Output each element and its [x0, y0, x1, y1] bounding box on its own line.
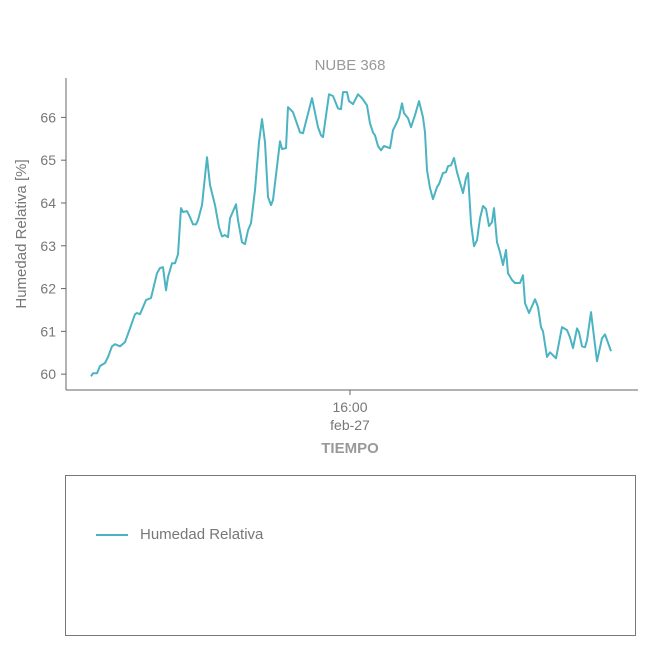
legend-label: Humedad Relativa	[140, 526, 264, 543]
x-tick-label: 16:00	[332, 399, 367, 415]
y-tick-label: 62	[40, 281, 56, 297]
y-tick-label: 64	[40, 195, 56, 211]
series-line-humedad-relativa	[90, 91, 612, 377]
y-tick-label: 60	[40, 366, 56, 382]
y-tick-label: 61	[40, 323, 56, 339]
legend-item-humedad-relativa[interactable]: Humedad Relativa	[96, 526, 263, 543]
x-tick-sublabel: feb-27	[330, 417, 370, 433]
x-axis-label: TIEMPO	[321, 440, 379, 457]
chart-title: NUBE 368	[315, 57, 386, 74]
y-tick-label: 66	[40, 109, 56, 125]
y-tick-label: 63	[40, 238, 56, 254]
legend: Humedad Relativa	[65, 475, 636, 636]
y-tick-label: 65	[40, 152, 56, 168]
y-axis-label: Humedad Relativa [%]	[13, 159, 30, 308]
legend-line-swatch	[96, 533, 128, 536]
